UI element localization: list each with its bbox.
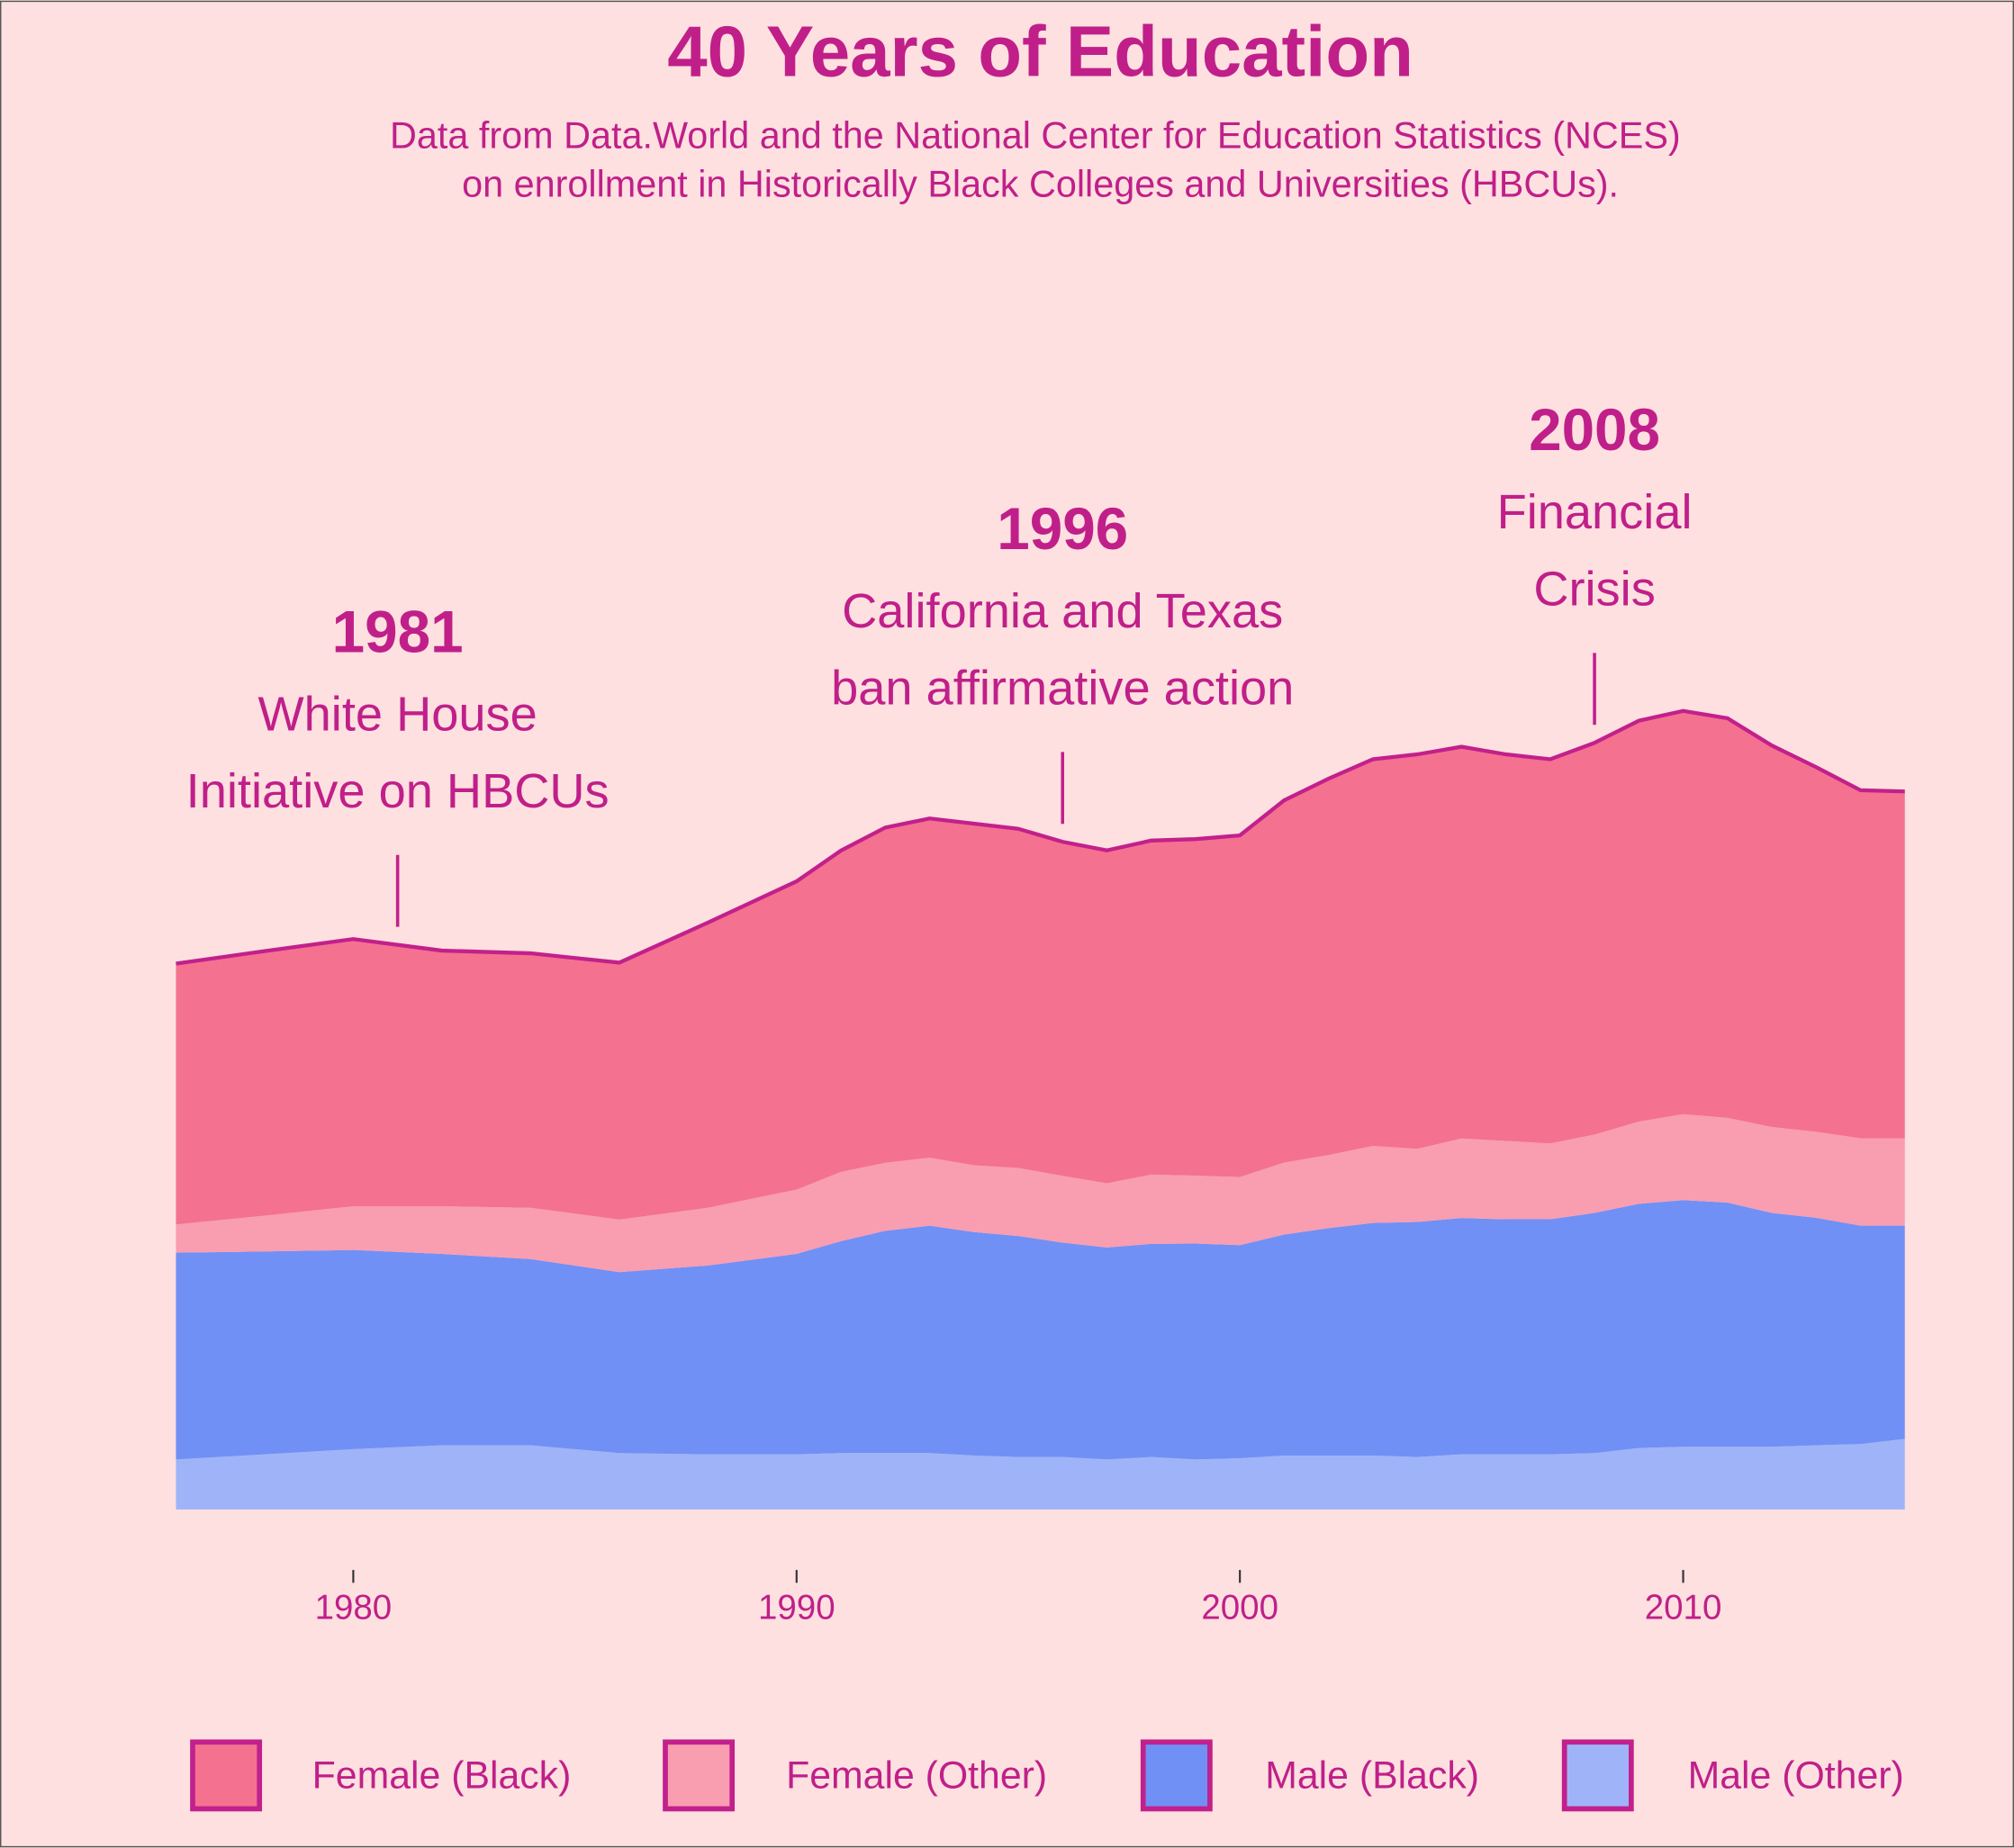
x-tick-label: 1980 [315, 1589, 393, 1627]
annotation-text: California and Texas [842, 584, 1283, 638]
x-tick-label: 2010 [1645, 1589, 1722, 1627]
chart-subtitle: Data from Data.World and the National Ce… [390, 114, 1681, 156]
top-outline [176, 708, 1905, 966]
annotation-text: Crisis [1533, 563, 1655, 617]
legend-swatch [663, 1739, 736, 1812]
annotation-text: ban affirmative action [831, 662, 1294, 716]
legend-label: Male (Other) [1688, 1754, 1904, 1798]
area [176, 1113, 1905, 1273]
legend-label: Male (Black) [1265, 1754, 1479, 1798]
legend-swatch [190, 1739, 263, 1812]
legend-swatch [1140, 1739, 1213, 1812]
legend-label: Female (Black) [312, 1754, 572, 1798]
area [176, 1438, 1905, 1510]
annotation-year: 2008 [1529, 397, 1660, 463]
chart-subtitle: on enrollment in Historically Black Coll… [462, 164, 1619, 205]
area [176, 1200, 1905, 1460]
x-tick-label: 2000 [1201, 1589, 1278, 1627]
area [176, 710, 1905, 1225]
annotation-year: 1981 [332, 599, 464, 665]
annotation-text: Initiative on HBCUs [186, 764, 610, 818]
annotation-text: White House [257, 687, 537, 741]
legend-label: Female (Other) [786, 1754, 1047, 1798]
chart-title: 40 Years of Education [667, 12, 1413, 92]
legend-swatch [1561, 1739, 1634, 1812]
annotation-year: 1996 [997, 496, 1128, 562]
annotation-text: Financial [1497, 485, 1693, 539]
x-tick-label: 1990 [758, 1589, 835, 1627]
